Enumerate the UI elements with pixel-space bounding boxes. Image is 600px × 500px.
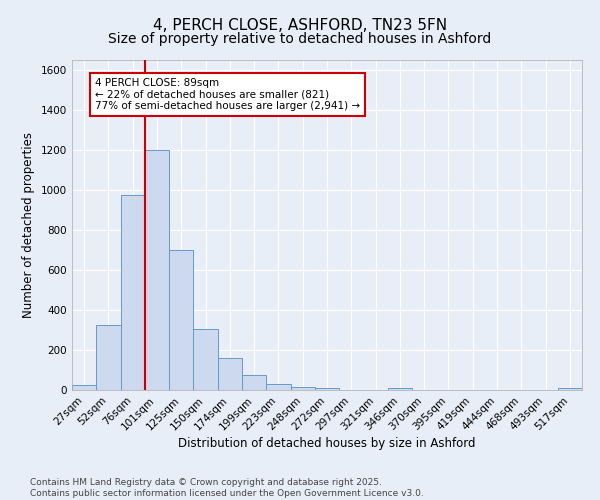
Bar bbox=[218, 358, 242, 390]
Bar bbox=[72, 385, 96, 390]
Bar bbox=[558, 388, 582, 390]
Bar bbox=[315, 388, 339, 390]
Bar bbox=[290, 387, 315, 390]
Text: Contains HM Land Registry data © Crown copyright and database right 2025.
Contai: Contains HM Land Registry data © Crown c… bbox=[30, 478, 424, 498]
Y-axis label: Number of detached properties: Number of detached properties bbox=[22, 132, 35, 318]
Bar bbox=[242, 375, 266, 390]
Text: Size of property relative to detached houses in Ashford: Size of property relative to detached ho… bbox=[109, 32, 491, 46]
Bar bbox=[121, 195, 145, 390]
Bar bbox=[145, 150, 169, 390]
Text: 4 PERCH CLOSE: 89sqm
← 22% of detached houses are smaller (821)
77% of semi-deta: 4 PERCH CLOSE: 89sqm ← 22% of detached h… bbox=[95, 78, 360, 111]
Bar bbox=[388, 388, 412, 390]
Text: 4, PERCH CLOSE, ASHFORD, TN23 5FN: 4, PERCH CLOSE, ASHFORD, TN23 5FN bbox=[153, 18, 447, 32]
X-axis label: Distribution of detached houses by size in Ashford: Distribution of detached houses by size … bbox=[178, 438, 476, 450]
Bar bbox=[169, 250, 193, 390]
Bar bbox=[266, 384, 290, 390]
Bar bbox=[193, 329, 218, 390]
Bar bbox=[96, 325, 121, 390]
